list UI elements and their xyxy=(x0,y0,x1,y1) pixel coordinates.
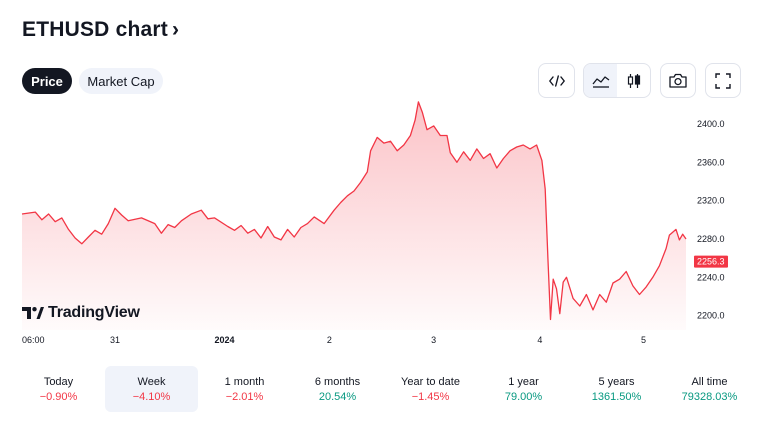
y-tick-label: 2280.0 xyxy=(697,234,725,244)
y-tick-label: 2320.0 xyxy=(697,196,725,206)
period-6-months[interactable]: 6 months 20.54% xyxy=(291,366,384,412)
area-chart-icon xyxy=(591,75,609,88)
period-label: All time xyxy=(691,375,728,388)
last-price-label: 2256.3 xyxy=(694,255,728,268)
x-tick-label: 2 xyxy=(327,335,332,345)
chart-title-link[interactable]: ETHUSD chart › xyxy=(22,18,179,42)
code-icon xyxy=(548,74,565,87)
y-tick-label: 2240.0 xyxy=(697,272,725,282)
period-label: Today xyxy=(43,375,74,388)
price-area-fill xyxy=(22,101,686,331)
y-tick-label: 2360.0 xyxy=(697,157,725,167)
snapshot-button[interactable] xyxy=(660,63,696,98)
period-change: −4.10% xyxy=(132,390,171,403)
x-tick-label: 4 xyxy=(537,335,542,345)
embed-button[interactable] xyxy=(538,63,575,98)
tab-market-cap[interactable]: Market Cap xyxy=(79,68,163,94)
period-change: −2.01% xyxy=(225,390,264,403)
performance-periods: Today −0.90% Week −4.10% 1 month −2.01% … xyxy=(12,366,756,412)
price-chart[interactable]: 2400.0 2360.0 2320.0 2280.0 2240.0 2200.0 06:… xyxy=(0,100,768,350)
period-change: 20.54% xyxy=(318,390,357,403)
period-label: 6 months xyxy=(314,375,361,388)
page-title: ETHUSD chart xyxy=(22,18,168,41)
fullscreen-button[interactable] xyxy=(705,63,741,98)
x-tick-label: 3 xyxy=(431,335,436,345)
period-change: −0.90% xyxy=(39,390,78,403)
period-change: 79.00% xyxy=(504,390,543,403)
tradingview-watermark: TradingView xyxy=(22,304,140,322)
period-change: 1361.50% xyxy=(591,390,642,403)
y-tick-label: 2400.0 xyxy=(697,119,725,129)
period-1-year[interactable]: 1 year 79.00% xyxy=(477,366,570,412)
period-label: 5 years xyxy=(598,375,635,388)
period-label: Year to date xyxy=(401,375,460,388)
tradingview-wordmark: TradingView xyxy=(48,304,140,321)
period-year-to-date[interactable]: Year to date −1.45% xyxy=(384,366,477,412)
period-1-month[interactable]: 1 month −2.01% xyxy=(198,366,291,412)
tab-price[interactable]: Price xyxy=(22,68,72,94)
y-tick-label: 2200.0 xyxy=(697,311,725,321)
period-label: 1 month xyxy=(224,375,265,388)
x-tick-label: 06:00 xyxy=(22,335,45,345)
price-line xyxy=(21,101,687,321)
period-label: Week xyxy=(137,375,166,388)
period-all-time[interactable]: All time 79328.03% xyxy=(663,366,756,412)
fullscreen-icon xyxy=(715,72,731,89)
candles-button[interactable] xyxy=(617,64,650,97)
x-tick-label: 5 xyxy=(641,335,646,345)
period-change: −1.45% xyxy=(411,390,450,403)
x-tick-label: 2024 xyxy=(215,335,235,345)
chart-style-toggle xyxy=(583,63,651,98)
period-week[interactable]: Week −4.10% xyxy=(105,366,198,412)
last-price-value: 2256.3 xyxy=(697,257,725,267)
tradingview-logo-icon xyxy=(22,307,44,319)
candlestick-icon xyxy=(627,73,640,88)
period-5-years[interactable]: 5 years 1361.50% xyxy=(570,366,663,412)
area-chart-button[interactable] xyxy=(584,64,617,97)
period-today[interactable]: Today −0.90% xyxy=(12,366,105,412)
period-change: 79328.03% xyxy=(681,390,738,403)
period-label: 1 year xyxy=(508,375,539,388)
x-tick-label: 31 xyxy=(110,335,120,345)
camera-icon xyxy=(669,73,687,88)
chevron-right-icon: › xyxy=(171,18,180,41)
